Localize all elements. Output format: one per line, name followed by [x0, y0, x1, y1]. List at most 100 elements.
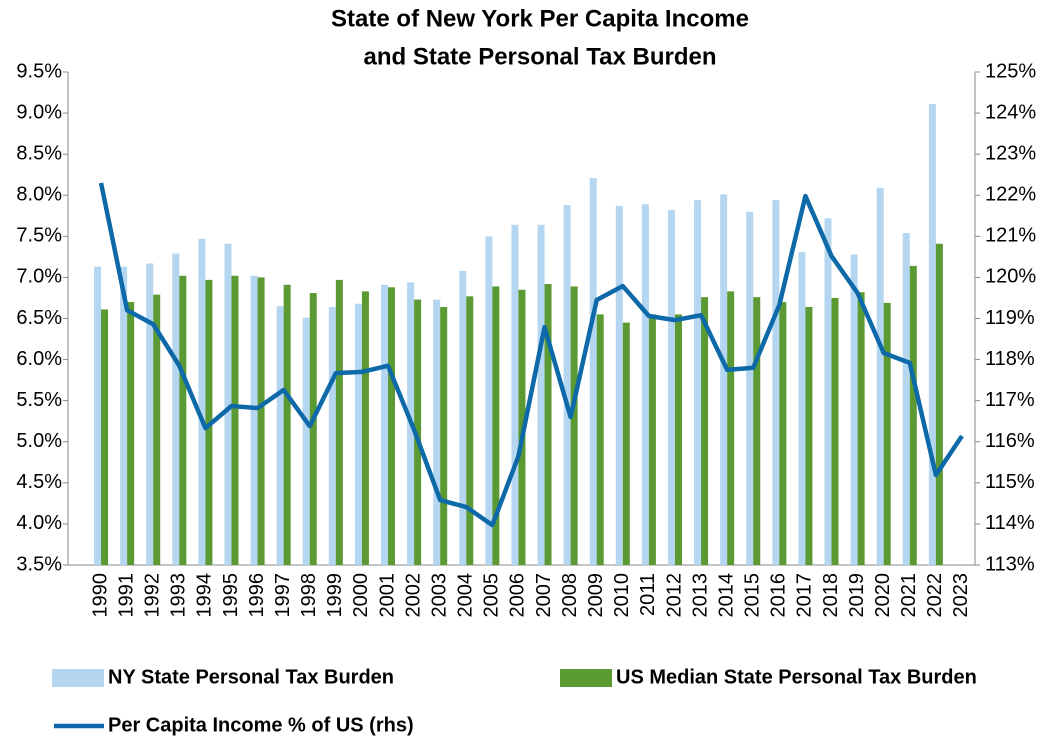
bar: [466, 296, 474, 565]
bar: [94, 266, 102, 565]
bar: [224, 243, 232, 565]
y2-tick-label: 117%: [985, 389, 1035, 411]
x-tick-label: 1999: [324, 573, 346, 618]
bar: [231, 275, 239, 565]
bar: [909, 265, 917, 565]
bar: [746, 211, 754, 565]
y-tick-label: 7.5%: [16, 225, 62, 247]
bar: [720, 194, 728, 565]
x-tick-label: 2012: [663, 573, 685, 618]
bar: [250, 275, 258, 565]
y2-tick-label: 114%: [985, 512, 1035, 534]
legend-label: US Median State Personal Tax Burden: [616, 666, 977, 688]
legend-swatch: [52, 669, 104, 687]
x-tick-label: 1998: [298, 573, 320, 618]
bar: [694, 200, 702, 565]
x-tick-label: 2014: [715, 573, 737, 618]
x-tick-label: 1991: [115, 573, 137, 618]
bar: [902, 233, 910, 565]
bar: [648, 314, 656, 565]
y2-tick-label: 118%: [985, 348, 1035, 370]
y2-tick-label: 115%: [985, 471, 1035, 493]
bar: [179, 275, 187, 565]
x-tick-label: 2017: [794, 573, 816, 618]
x-tick-label: 2009: [585, 573, 607, 618]
bar: [563, 205, 571, 566]
bar: [309, 293, 317, 565]
y2-tick-label: 113%: [985, 553, 1035, 575]
bar: [667, 210, 675, 566]
y-tick-label: 6.5%: [16, 307, 62, 329]
x-tick-label: 2018: [820, 573, 842, 618]
bar: [596, 314, 604, 565]
x-tick-label: 2020: [872, 573, 894, 618]
x-tick-label: 2008: [559, 573, 581, 618]
y2-tick-label: 121%: [985, 225, 1036, 247]
bar: [518, 289, 526, 565]
y-tick-label: 8.5%: [16, 142, 62, 164]
bar: [146, 263, 154, 565]
x-tick-label: 1993: [168, 573, 190, 618]
chart-title: State of New York Per Capita Income: [331, 5, 749, 32]
bar: [172, 253, 180, 566]
bar: [570, 286, 578, 565]
legend-swatch: [560, 669, 612, 687]
bar: [283, 284, 291, 565]
y2-tick-label: 125%: [985, 60, 1036, 82]
bar: [388, 287, 396, 565]
x-tick-label: 1992: [142, 573, 164, 618]
y-tick-label: 8.0%: [16, 184, 62, 206]
x-tick-label: 2022: [924, 573, 946, 618]
y2-tick-label: 122%: [985, 184, 1036, 206]
x-tick-label: 1990: [89, 573, 111, 618]
y-tick-label: 4.5%: [16, 471, 62, 493]
line: [98, 182, 964, 528]
x-tick-label: 2013: [689, 573, 711, 618]
x-tick-label: 2002: [402, 573, 424, 618]
bar: [328, 306, 336, 565]
y2-tick-label: 123%: [985, 142, 1036, 164]
bar: [883, 302, 891, 565]
x-tick-label: 2023: [950, 573, 972, 618]
bar: [335, 279, 343, 565]
bar: [935, 243, 943, 565]
bar: [354, 303, 362, 565]
y-tick-label: 9.0%: [16, 101, 62, 123]
bar: [641, 204, 649, 565]
y-tick-label: 6.0%: [16, 348, 62, 370]
x-tick-label: 2006: [507, 573, 529, 618]
x-tick-label: 2000: [350, 573, 372, 618]
bar: [857, 292, 865, 565]
legend-label: Per Capita Income % of US (rhs): [108, 714, 414, 736]
x-tick-label: 2011: [637, 573, 659, 616]
bar: [824, 218, 832, 566]
chart-title: and State Personal Tax Burden: [364, 43, 717, 70]
x-tick-label: 1994: [194, 573, 216, 618]
x-tick-label: 2003: [428, 573, 450, 618]
y-tick-label: 5.0%: [16, 430, 62, 452]
bar: [485, 236, 493, 566]
x-tick-label: 2004: [455, 573, 477, 618]
x-tick-label: 2015: [742, 573, 764, 618]
bar: [928, 104, 936, 566]
bar: [381, 284, 389, 565]
bar: [127, 302, 135, 565]
legend-label: NY State Personal Tax Burden: [108, 666, 394, 688]
bar: [589, 177, 597, 565]
y2-tick-label: 119%: [985, 307, 1035, 329]
y-tick-label: 7.0%: [16, 266, 62, 288]
bar: [257, 277, 265, 565]
bar: [302, 317, 310, 565]
bar: [798, 251, 806, 565]
bar: [433, 299, 441, 565]
bar: [537, 224, 545, 565]
bar: [120, 266, 128, 565]
bar: [153, 294, 161, 565]
y2-tick-label: 116%: [985, 430, 1035, 452]
x-tick-label: 2007: [533, 573, 555, 618]
bar: [805, 306, 813, 565]
y-tick-label: 3.5%: [16, 553, 62, 575]
bar: [772, 200, 780, 565]
bar: [622, 322, 630, 565]
